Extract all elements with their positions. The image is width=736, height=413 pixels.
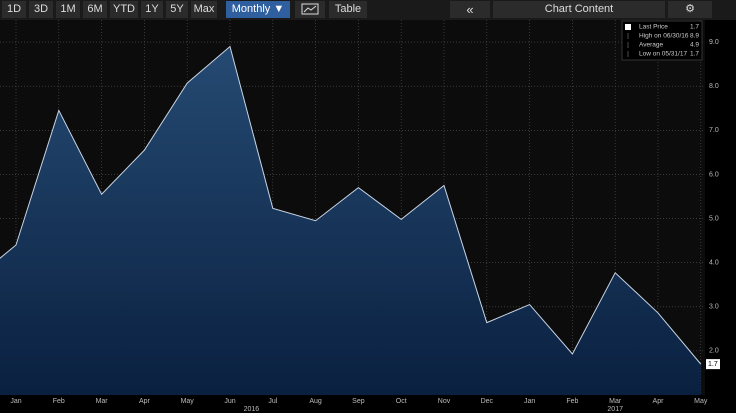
x-tick-label: May xyxy=(181,398,195,405)
range-button[interactable]: 5Y xyxy=(166,1,188,18)
x-group-label: 2016 xyxy=(244,406,260,413)
range-button[interactable]: 1Y xyxy=(141,1,163,18)
x-tick-label: Apr xyxy=(139,398,151,405)
y-tick-label: 6.0 xyxy=(709,171,719,178)
x-tick-label: May xyxy=(694,398,708,405)
legend-label: Average xyxy=(639,42,663,49)
y-tick-label: 3.0 xyxy=(709,304,719,311)
legend-value: 1.7 xyxy=(690,51,699,58)
range-button[interactable]: 6M xyxy=(83,1,107,18)
toolbar: 1D 3D 1M 6M YTD 1Y 5Y Max Monthly ▼ Table «Chart C… xyxy=(0,0,736,20)
x-tick-label: Apr xyxy=(653,398,665,405)
y-tick-label: 8.0 xyxy=(709,83,719,90)
back-button[interactable]: « xyxy=(450,1,490,18)
legend-value: 1.7 xyxy=(690,24,699,31)
area-fill xyxy=(0,46,701,395)
period-dropdown[interactable]: Monthly ▼ xyxy=(226,1,290,18)
legend-label: High on 06/30/16 xyxy=(639,33,689,40)
y-tick-label: 4.0 xyxy=(709,259,719,266)
x-tick-label: Mar xyxy=(96,398,109,405)
x-tick-label: Oct xyxy=(396,398,407,405)
legend-label: Last Price xyxy=(639,24,668,31)
range-button[interactable]: Max xyxy=(191,1,217,18)
x-tick-label: Jun xyxy=(224,398,235,405)
legend-value: 8.9 xyxy=(690,33,699,40)
x-tick-label: Sep xyxy=(352,398,365,405)
x-tick-label: Aug xyxy=(309,398,322,405)
x-tick-label: Feb xyxy=(566,398,578,405)
legend-box xyxy=(621,20,703,61)
chart-type-button[interactable] xyxy=(295,1,325,18)
x-tick-label: Jul xyxy=(268,398,277,405)
x-tick-label: Nov xyxy=(438,398,451,405)
range-button[interactable]: 1D xyxy=(2,1,26,18)
x-tick-label: Dec xyxy=(481,398,494,405)
legend-label: Low on 05/31/17 xyxy=(639,51,687,58)
x-tick-label: Feb xyxy=(53,398,65,405)
legend-value: 4.9 xyxy=(690,42,699,49)
range-button[interactable]: 3D xyxy=(29,1,53,18)
line xyxy=(0,45,702,365)
last-price-label: 1.7 xyxy=(708,361,718,368)
y-tick-label: 9.0 xyxy=(709,39,719,46)
y-tick-label: 7.0 xyxy=(709,127,719,134)
last-price-box xyxy=(706,359,720,370)
legend-swatch xyxy=(625,24,631,30)
x-tick-label: Jan xyxy=(524,398,535,405)
chart-icon xyxy=(301,3,319,15)
x-tick-label: Jan xyxy=(10,398,21,405)
x-tick-label: Mar xyxy=(609,398,622,405)
x-group-label: 2017 xyxy=(607,406,623,413)
settings-button[interactable]: ⚙ xyxy=(668,1,712,18)
range-button[interactable]: YTD xyxy=(110,1,138,18)
table-button[interactable]: Table xyxy=(329,1,367,18)
y-tick-label: 5.0 xyxy=(709,215,719,222)
y-tick-label: 2.0 xyxy=(709,348,719,355)
chart-content-button[interactable]: Chart Content xyxy=(493,1,665,18)
range-button[interactable]: 1M xyxy=(56,1,80,18)
